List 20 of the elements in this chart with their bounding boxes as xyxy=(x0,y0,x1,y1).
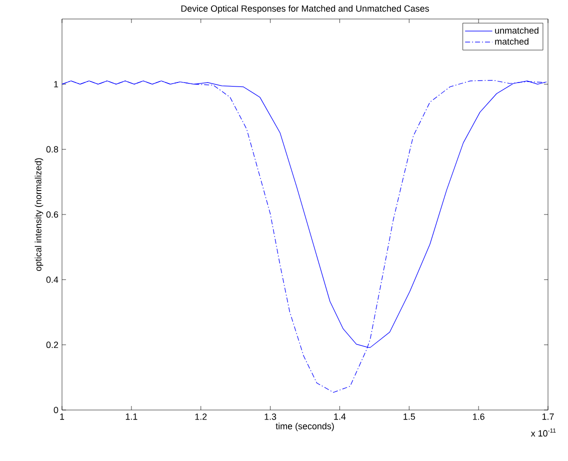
x-tick-label: 1.4 xyxy=(334,414,346,420)
x-axis-title: time (seconds) xyxy=(276,422,334,432)
y-tick-label: 1 xyxy=(54,81,58,88)
y-tick-label: 0.6 xyxy=(46,211,58,218)
y-tick-label: 0.4 xyxy=(46,276,58,283)
x-tick-label: 1.2 xyxy=(195,414,207,420)
chart-title: Device Optical Responses for Matched and Unmatched Cases xyxy=(181,5,429,14)
text: x 10$^{-11}$ xyxy=(530,428,556,437)
y-tick-label: 0.8 xyxy=(46,146,58,153)
x-tick-label: 1.1 xyxy=(126,414,138,420)
y-tick-label: 0.2 xyxy=(46,342,58,348)
y-axis-title: optical intensity (normalized) xyxy=(34,158,44,271)
x-tick-label: 1.6 xyxy=(473,414,484,420)
x-tick-label: 1.5 xyxy=(404,414,415,420)
x-tick-label: 1.7 xyxy=(542,414,554,420)
y-tick-label: 0 xyxy=(54,406,58,414)
legend-label: matched xyxy=(495,38,528,45)
x-tick-label: 1 xyxy=(60,414,64,420)
legend-label: unmatched xyxy=(495,27,538,34)
x-tick-label: 1.3 xyxy=(264,414,276,420)
